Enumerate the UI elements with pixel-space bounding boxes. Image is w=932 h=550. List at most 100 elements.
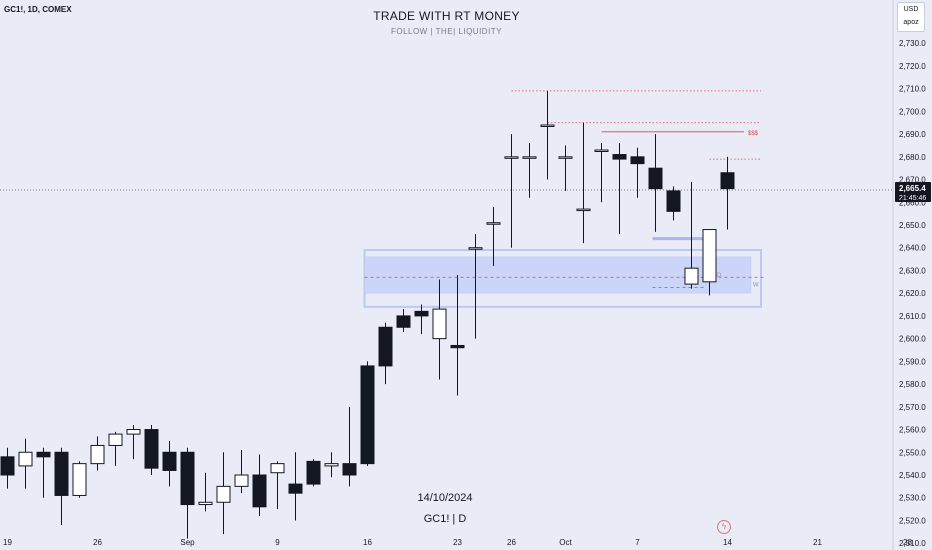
candle[interactable]: [360, 361, 375, 466]
candle[interactable]: [234, 450, 249, 494]
candle[interactable]: [342, 406, 357, 487]
candle[interactable]: [504, 134, 519, 248]
zone-label: D: [717, 273, 722, 279]
candle[interactable]: [324, 452, 339, 478]
candle-body-up: [432, 308, 447, 340]
candle[interactable]: [252, 454, 267, 516]
candle[interactable]: [72, 461, 87, 498]
y-tick-label: 2,610.0: [899, 312, 926, 321]
candle-body-down: [288, 483, 303, 494]
candle[interactable]: [540, 90, 555, 180]
candle[interactable]: [378, 322, 393, 385]
y-tick-label: 2,670.0: [899, 176, 926, 185]
y-tick-label: 2,590.0: [899, 357, 926, 366]
y-tick-label: 2,630.0: [899, 266, 926, 275]
candle[interactable]: [702, 229, 717, 296]
candle[interactable]: [684, 181, 699, 289]
candle[interactable]: [0, 447, 15, 489]
candle-body-up: [126, 429, 141, 435]
candle-body-up: [540, 124, 555, 127]
currency-unit: apoz: [903, 19, 919, 26]
time-axis[interactable]: 19 26 Sep 9 16 23 26 Oct 7 14 21 28: [3, 538, 912, 547]
current-price-badge[interactable]: [895, 182, 931, 202]
x-tick-label: Sep: [180, 538, 195, 547]
candle[interactable]: [648, 134, 663, 232]
candle-body-down: [414, 310, 429, 317]
candle[interactable]: [432, 279, 447, 380]
candle-body-up: [216, 485, 231, 503]
candle-body-up: [108, 433, 123, 446]
candle[interactable]: [306, 459, 321, 487]
y-tick-label: 2,540.0: [899, 471, 926, 480]
candle[interactable]: [198, 472, 213, 512]
currency-selector[interactable]: USD apoz: [897, 2, 925, 32]
chart-title: TRADE WITH RT MONEY: [373, 9, 520, 23]
candle-body-down: [360, 365, 375, 465]
candle[interactable]: [630, 147, 645, 198]
candle-body-up: [486, 222, 501, 225]
symbol-label[interactable]: GC1!, 1D, COMEX: [4, 5, 72, 14]
candle[interactable]: [666, 186, 681, 221]
y-tick-label: 2,530.0: [899, 494, 926, 503]
lightning-bolt-icon[interactable]: ϟ: [717, 520, 731, 534]
candle[interactable]: [450, 275, 465, 396]
candle[interactable]: [162, 440, 177, 487]
y-tick-label: 2,570.0: [899, 403, 926, 412]
currency-code: USD: [903, 6, 919, 13]
candle[interactable]: [558, 145, 573, 191]
candle[interactable]: [612, 143, 627, 235]
y-tick-label: 2,600.0: [899, 335, 926, 344]
candle-body-down: [720, 172, 735, 190]
candle-body-down: [144, 429, 159, 469]
candle[interactable]: [396, 309, 411, 332]
candle[interactable]: [594, 143, 609, 203]
candle[interactable]: [54, 447, 69, 525]
y-tick-label: 2,650.0: [899, 221, 926, 230]
zone-label: W: [753, 282, 759, 288]
candle[interactable]: [144, 425, 159, 475]
candle-body-down: [648, 167, 663, 190]
candle-body-down: [306, 460, 321, 485]
y-tick-label: 2,640.0: [899, 244, 926, 253]
y-tick-label: 2,700.0: [899, 107, 926, 116]
candle[interactable]: [36, 447, 51, 498]
current-price-label: 2,665.4: [899, 184, 926, 193]
y-tick-label: 2,620.0: [899, 289, 926, 298]
chart-subtitle: FOLLOW | THE| LIQUIDITY: [390, 27, 503, 36]
x-tick-label: 7: [635, 538, 640, 547]
candle-body-up: [504, 156, 519, 159]
candle-body-up: [72, 463, 87, 496]
candle[interactable]: [180, 447, 195, 539]
candle[interactable]: [90, 436, 105, 471]
x-tick-label: Oct: [559, 538, 572, 547]
price-axis[interactable]: 2,730.0 2,720.0 2,710.0 2,700.0 2,690.0 2,680…: [892, 0, 926, 550]
x-tick-label: 19: [3, 538, 12, 547]
date-note: 14/10/2024: [417, 492, 473, 504]
candles[interactable]: [0, 90, 735, 539]
candle[interactable]: [576, 122, 591, 244]
candle-body-up: [558, 156, 573, 159]
candle[interactable]: [126, 425, 141, 460]
candle[interactable]: [522, 143, 537, 198]
candle[interactable]: [720, 156, 735, 230]
candle-body-up: [522, 156, 537, 159]
x-tick-label: 26: [93, 538, 102, 547]
candle[interactable]: [108, 431, 123, 466]
candle-body-up: [594, 149, 609, 152]
candle[interactable]: [468, 234, 483, 339]
candle[interactable]: [486, 206, 501, 266]
y-tick-label: 2,580.0: [899, 380, 926, 389]
y-tick-label: 2,680.0: [899, 153, 926, 162]
candle[interactable]: [414, 304, 429, 335]
x-tick-label: 23: [453, 538, 462, 547]
candle[interactable]: [270, 461, 285, 510]
candle[interactable]: [216, 452, 231, 535]
candle-body-up: [90, 444, 105, 465]
current-price-line: 2,665.4 21:45:46: [0, 182, 931, 202]
candle-body-down: [378, 326, 393, 367]
candle-body-down: [180, 451, 195, 506]
candle-body-down: [36, 451, 51, 458]
candle[interactable]: [18, 438, 33, 489]
candle[interactable]: [288, 452, 303, 521]
